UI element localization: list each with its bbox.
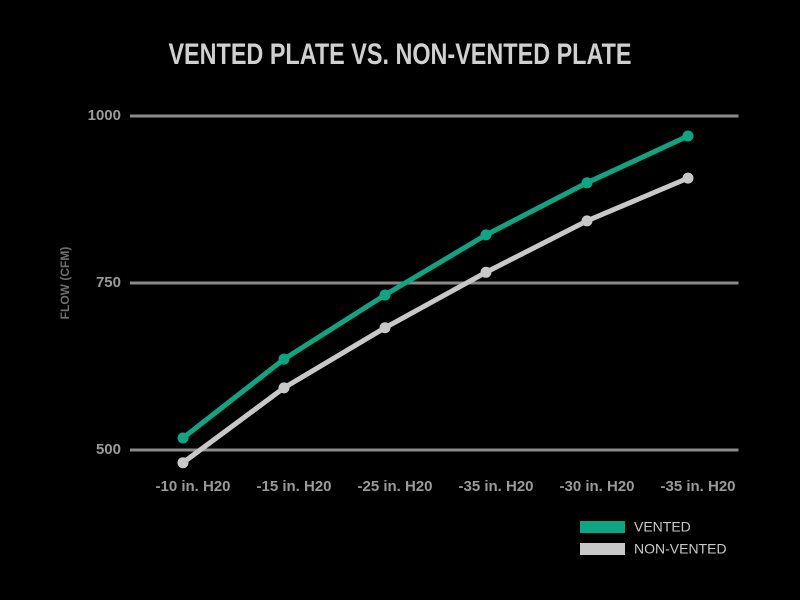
data-point [177,457,189,469]
data-point [278,382,290,394]
data-point [682,130,694,142]
x-tick-label: -10 in. H20 [155,478,230,495]
data-point [480,229,492,241]
series-line [181,133,690,440]
legend-swatch [580,543,625,555]
legend-swatch [580,521,625,533]
x-tick-label: -35 in. H20 [660,478,735,495]
data-point [379,289,391,301]
y-tick-label: 1000 [88,107,121,124]
data-point [278,353,290,365]
y-axis-label: FLOW (CFM) [58,247,72,320]
data-point [581,215,593,227]
data-point [177,432,189,444]
data-point [480,266,492,278]
y-tick-label: 750 [96,274,121,291]
x-tick-label: -15 in. H20 [256,478,331,495]
legend-label: NON-VENTED [634,541,727,557]
y-tick-label: 500 [96,441,121,458]
chart-title: VENTED PLATE VS. NON-VENTED PLATE [168,37,631,70]
data-point [682,172,694,184]
series-line [181,175,689,465]
x-tick-label: -25 in. H20 [357,478,432,495]
data-point [581,177,593,189]
x-tick-label: -35 in. H20 [458,478,533,495]
x-tick-label: -30 in. H20 [559,478,634,495]
data-point [379,322,391,334]
legend-label: VENTED [634,519,691,535]
